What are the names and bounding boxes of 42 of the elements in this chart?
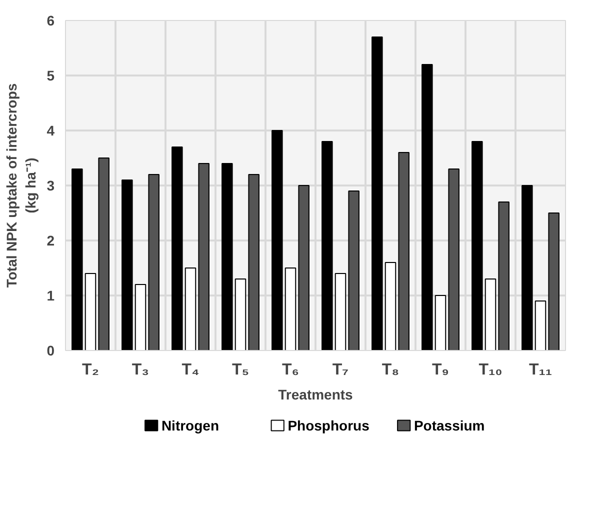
bar (472, 141, 483, 350)
y-axis-title: Total NPK uptake of intercrops (kg ha⁻¹) (4, 83, 39, 288)
x-tick-label: T₂ (82, 362, 99, 378)
bar (348, 190, 360, 350)
bar (198, 163, 210, 350)
x-axis-title: Treatments (278, 386, 354, 402)
bar (322, 141, 333, 350)
x-tick-label: T₃ (132, 362, 150, 378)
bar (222, 163, 233, 350)
bar (148, 174, 160, 350)
y-tick-label: 4 (46, 122, 55, 138)
bar (72, 168, 83, 350)
bar (522, 185, 533, 350)
bar (272, 130, 283, 350)
bar (172, 146, 183, 350)
bar (298, 185, 310, 350)
bar (448, 168, 460, 350)
legend-label: Nitrogen (161, 418, 220, 434)
bar (548, 212, 560, 350)
bar (422, 64, 433, 350)
y-tick-label: 6 (46, 12, 55, 28)
x-tick-label: T₈ (382, 362, 400, 378)
y-tick-label: 2 (46, 232, 55, 248)
bar (122, 180, 133, 350)
x-tick-label: T₉ (432, 362, 449, 378)
y-tick-label: 1 (46, 288, 55, 304)
legend-label: Potassium (414, 418, 485, 434)
bar (98, 158, 110, 350)
x-tick-label: T₁₁ (528, 362, 552, 378)
x-tick-label: T₆ (282, 362, 300, 378)
bar (398, 152, 410, 350)
legend-label: Phosphorus (288, 418, 370, 434)
y-tick-label: 0 (46, 342, 55, 358)
y-tick-label: 3 (46, 178, 55, 194)
x-tick-label: T₁₀ (478, 362, 502, 378)
y-tick-label: 5 (46, 68, 55, 84)
bar (248, 174, 260, 350)
x-tick-label: T₅ (232, 362, 250, 378)
bar (372, 36, 383, 350)
bar (498, 202, 510, 350)
x-tick-label: T₄ (182, 362, 200, 378)
x-tick-label: T₇ (332, 362, 349, 378)
